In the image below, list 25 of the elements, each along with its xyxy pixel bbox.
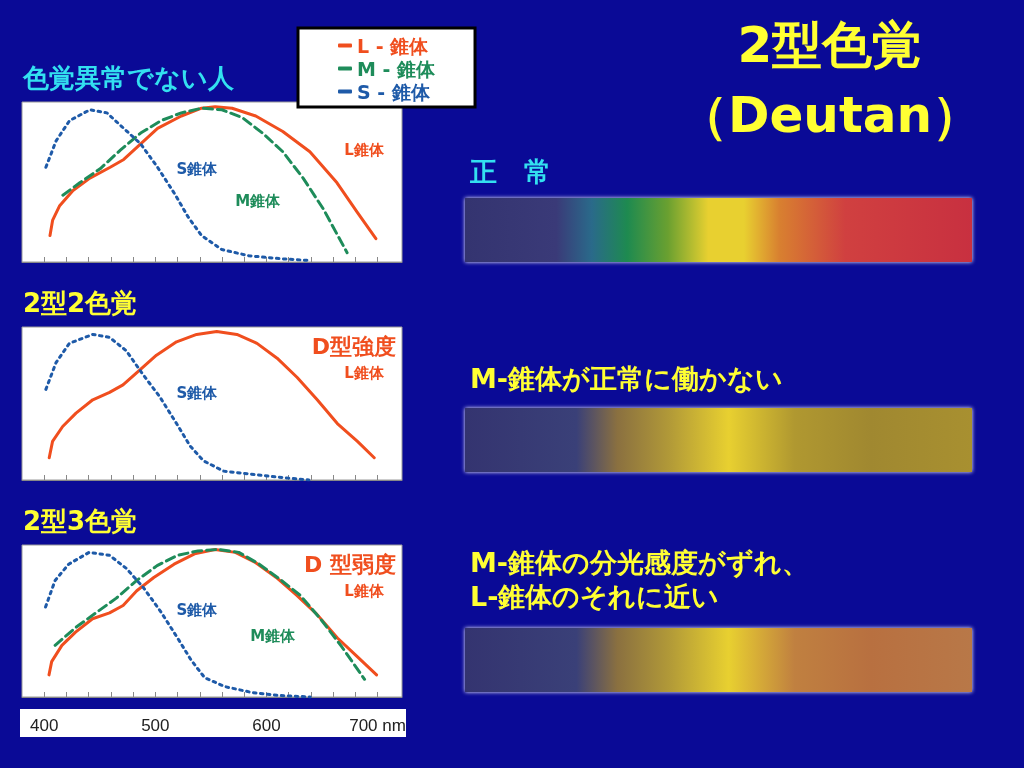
x-tick-label: 400 xyxy=(30,716,59,735)
text: 正 常 xyxy=(470,155,551,189)
legend-label: L - 錐体 xyxy=(357,34,430,57)
chart-title: 2型3色覚 xyxy=(23,506,138,536)
text: L錐体 xyxy=(344,363,385,382)
annotation: D 型弱度 xyxy=(304,551,396,577)
x-tick-label: 600 xyxy=(252,716,281,735)
legend-label: S - 錐体 xyxy=(357,80,431,103)
chart-title: 色覚異常でない人 xyxy=(22,63,235,93)
chart-title: 2型2色覚 xyxy=(23,288,138,318)
legend-label: M - 錐体 xyxy=(357,57,437,80)
text: （Deutan） xyxy=(676,85,984,146)
annotation: M錐体 xyxy=(235,192,282,211)
text: L錐体 xyxy=(344,581,385,600)
series-label: S錐体 xyxy=(176,383,219,402)
series-label: S錐体 xyxy=(176,601,219,620)
text: M-錐体の分光感度がずれ、 L-錐体のそれに近い xyxy=(470,546,810,614)
annotation: D型強度 xyxy=(311,333,396,359)
annotation: S錐体 xyxy=(176,160,219,179)
text: M-錐体が正常に働かない xyxy=(470,362,784,396)
series-label: M錐体 xyxy=(250,627,297,646)
text: 2型色覚 xyxy=(736,15,924,76)
annotation: L錐体 xyxy=(344,141,385,159)
x-tick-label: 500 xyxy=(141,716,170,735)
x-tick-label: 700 nm xyxy=(349,716,406,735)
